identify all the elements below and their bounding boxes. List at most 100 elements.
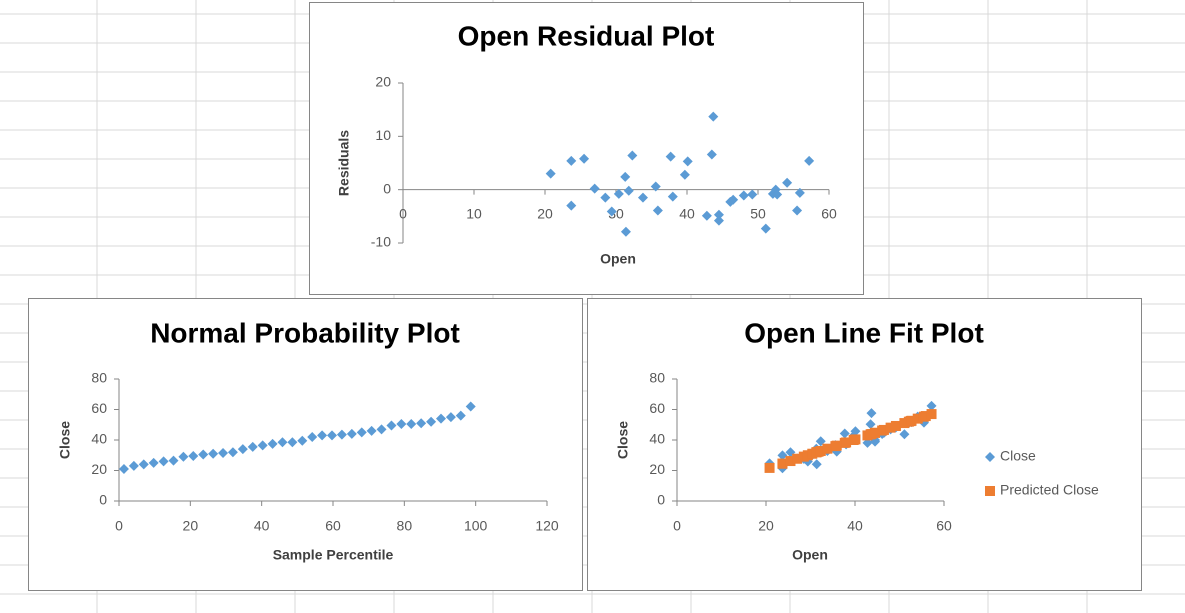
chart-title: Normal Probability Plot xyxy=(150,317,460,348)
marker xyxy=(297,435,308,446)
marker xyxy=(865,419,876,430)
marker xyxy=(317,430,328,441)
marker xyxy=(682,156,693,167)
marker xyxy=(708,111,719,122)
marker xyxy=(620,226,631,237)
x-tick-label: 20 xyxy=(183,518,199,534)
chart-frame xyxy=(309,2,864,295)
marker xyxy=(208,448,219,459)
marker xyxy=(713,215,724,226)
marker xyxy=(760,223,771,234)
marker xyxy=(772,189,783,200)
marker xyxy=(198,449,209,460)
marker xyxy=(885,422,896,433)
marker xyxy=(667,191,678,202)
x-tick-label: 100 xyxy=(464,518,488,534)
marker xyxy=(920,411,931,422)
marker xyxy=(811,459,822,470)
marker xyxy=(713,209,724,220)
marker xyxy=(620,171,631,182)
marker xyxy=(600,192,611,203)
x-tick-label: 20 xyxy=(758,518,774,534)
marker xyxy=(792,205,803,216)
x-tick-label: 80 xyxy=(397,518,413,534)
x-tick-label: 60 xyxy=(821,205,837,221)
marker xyxy=(148,457,159,468)
x-tick-label: 120 xyxy=(535,518,559,534)
y-tick-label: 60 xyxy=(649,400,665,416)
marker xyxy=(465,401,476,412)
marker xyxy=(138,459,149,470)
marker xyxy=(396,418,407,429)
marker xyxy=(426,416,437,427)
chart: Open Line Fit Plot Open Close 0 20 40 60 80 0 20 4… xyxy=(587,298,1142,591)
marker xyxy=(926,409,937,420)
marker xyxy=(579,153,590,164)
chart-title: Open Residual Plot xyxy=(458,20,715,51)
marker xyxy=(158,456,169,467)
marker xyxy=(386,420,397,431)
y-tick-label: 80 xyxy=(91,370,107,386)
x-tick-label: 0 xyxy=(399,205,407,221)
marker xyxy=(706,149,717,160)
marker xyxy=(247,441,258,452)
marker xyxy=(406,418,417,429)
marker xyxy=(815,445,826,456)
marker xyxy=(866,408,877,419)
marker xyxy=(850,434,861,445)
x-tick-label: 40 xyxy=(254,518,270,534)
x-axis-title: Open xyxy=(600,251,636,267)
y-axis-title: Residuals xyxy=(336,130,352,196)
y-tick-label: 0 xyxy=(657,492,665,508)
marker xyxy=(701,210,712,221)
marker xyxy=(606,206,617,217)
marker xyxy=(336,429,347,440)
marker xyxy=(777,458,788,469)
x-tick-label: 40 xyxy=(679,205,695,221)
marker xyxy=(926,400,937,411)
marker xyxy=(764,462,775,473)
marker xyxy=(346,428,357,439)
y-tick-label: 10 xyxy=(375,127,391,143)
chart-frame xyxy=(28,298,583,591)
y-tick-label: 0 xyxy=(383,180,391,196)
x-tick-label: 10 xyxy=(466,205,482,221)
marker xyxy=(277,437,288,448)
marker xyxy=(650,181,661,192)
marker xyxy=(912,413,923,424)
marker xyxy=(376,424,387,435)
y-tick-label: 40 xyxy=(91,431,107,447)
marker xyxy=(287,437,298,448)
marker xyxy=(831,440,842,451)
y-tick-label: 20 xyxy=(649,461,665,477)
marker xyxy=(665,151,676,162)
marker xyxy=(566,200,577,211)
legend-label: Predicted Close xyxy=(1000,482,1099,498)
marker xyxy=(589,183,600,194)
y-tick-label: 0 xyxy=(99,492,107,508)
marker xyxy=(307,431,318,442)
x-axis-title: Sample Percentile xyxy=(273,547,394,563)
chart: Normal Probability Plot Sample Percentile… xyxy=(28,298,583,591)
marker xyxy=(782,177,793,188)
marker xyxy=(679,169,690,180)
marker xyxy=(804,155,815,166)
marker xyxy=(613,188,624,199)
marker xyxy=(637,192,648,203)
x-tick-label: 60 xyxy=(325,518,341,534)
marker xyxy=(168,455,179,466)
marker xyxy=(237,444,248,455)
y-axis-title: Close xyxy=(615,421,631,459)
marker xyxy=(890,420,901,431)
marker xyxy=(878,424,889,435)
y-tick-label: 20 xyxy=(375,74,391,90)
y-tick-label: 60 xyxy=(91,400,107,416)
y-tick-label: 40 xyxy=(649,431,665,447)
marker xyxy=(366,425,377,436)
marker xyxy=(738,190,749,201)
marker xyxy=(870,427,881,438)
marker xyxy=(623,185,634,196)
marker xyxy=(841,437,852,448)
y-tick-label: 20 xyxy=(91,461,107,477)
marker xyxy=(327,430,338,441)
